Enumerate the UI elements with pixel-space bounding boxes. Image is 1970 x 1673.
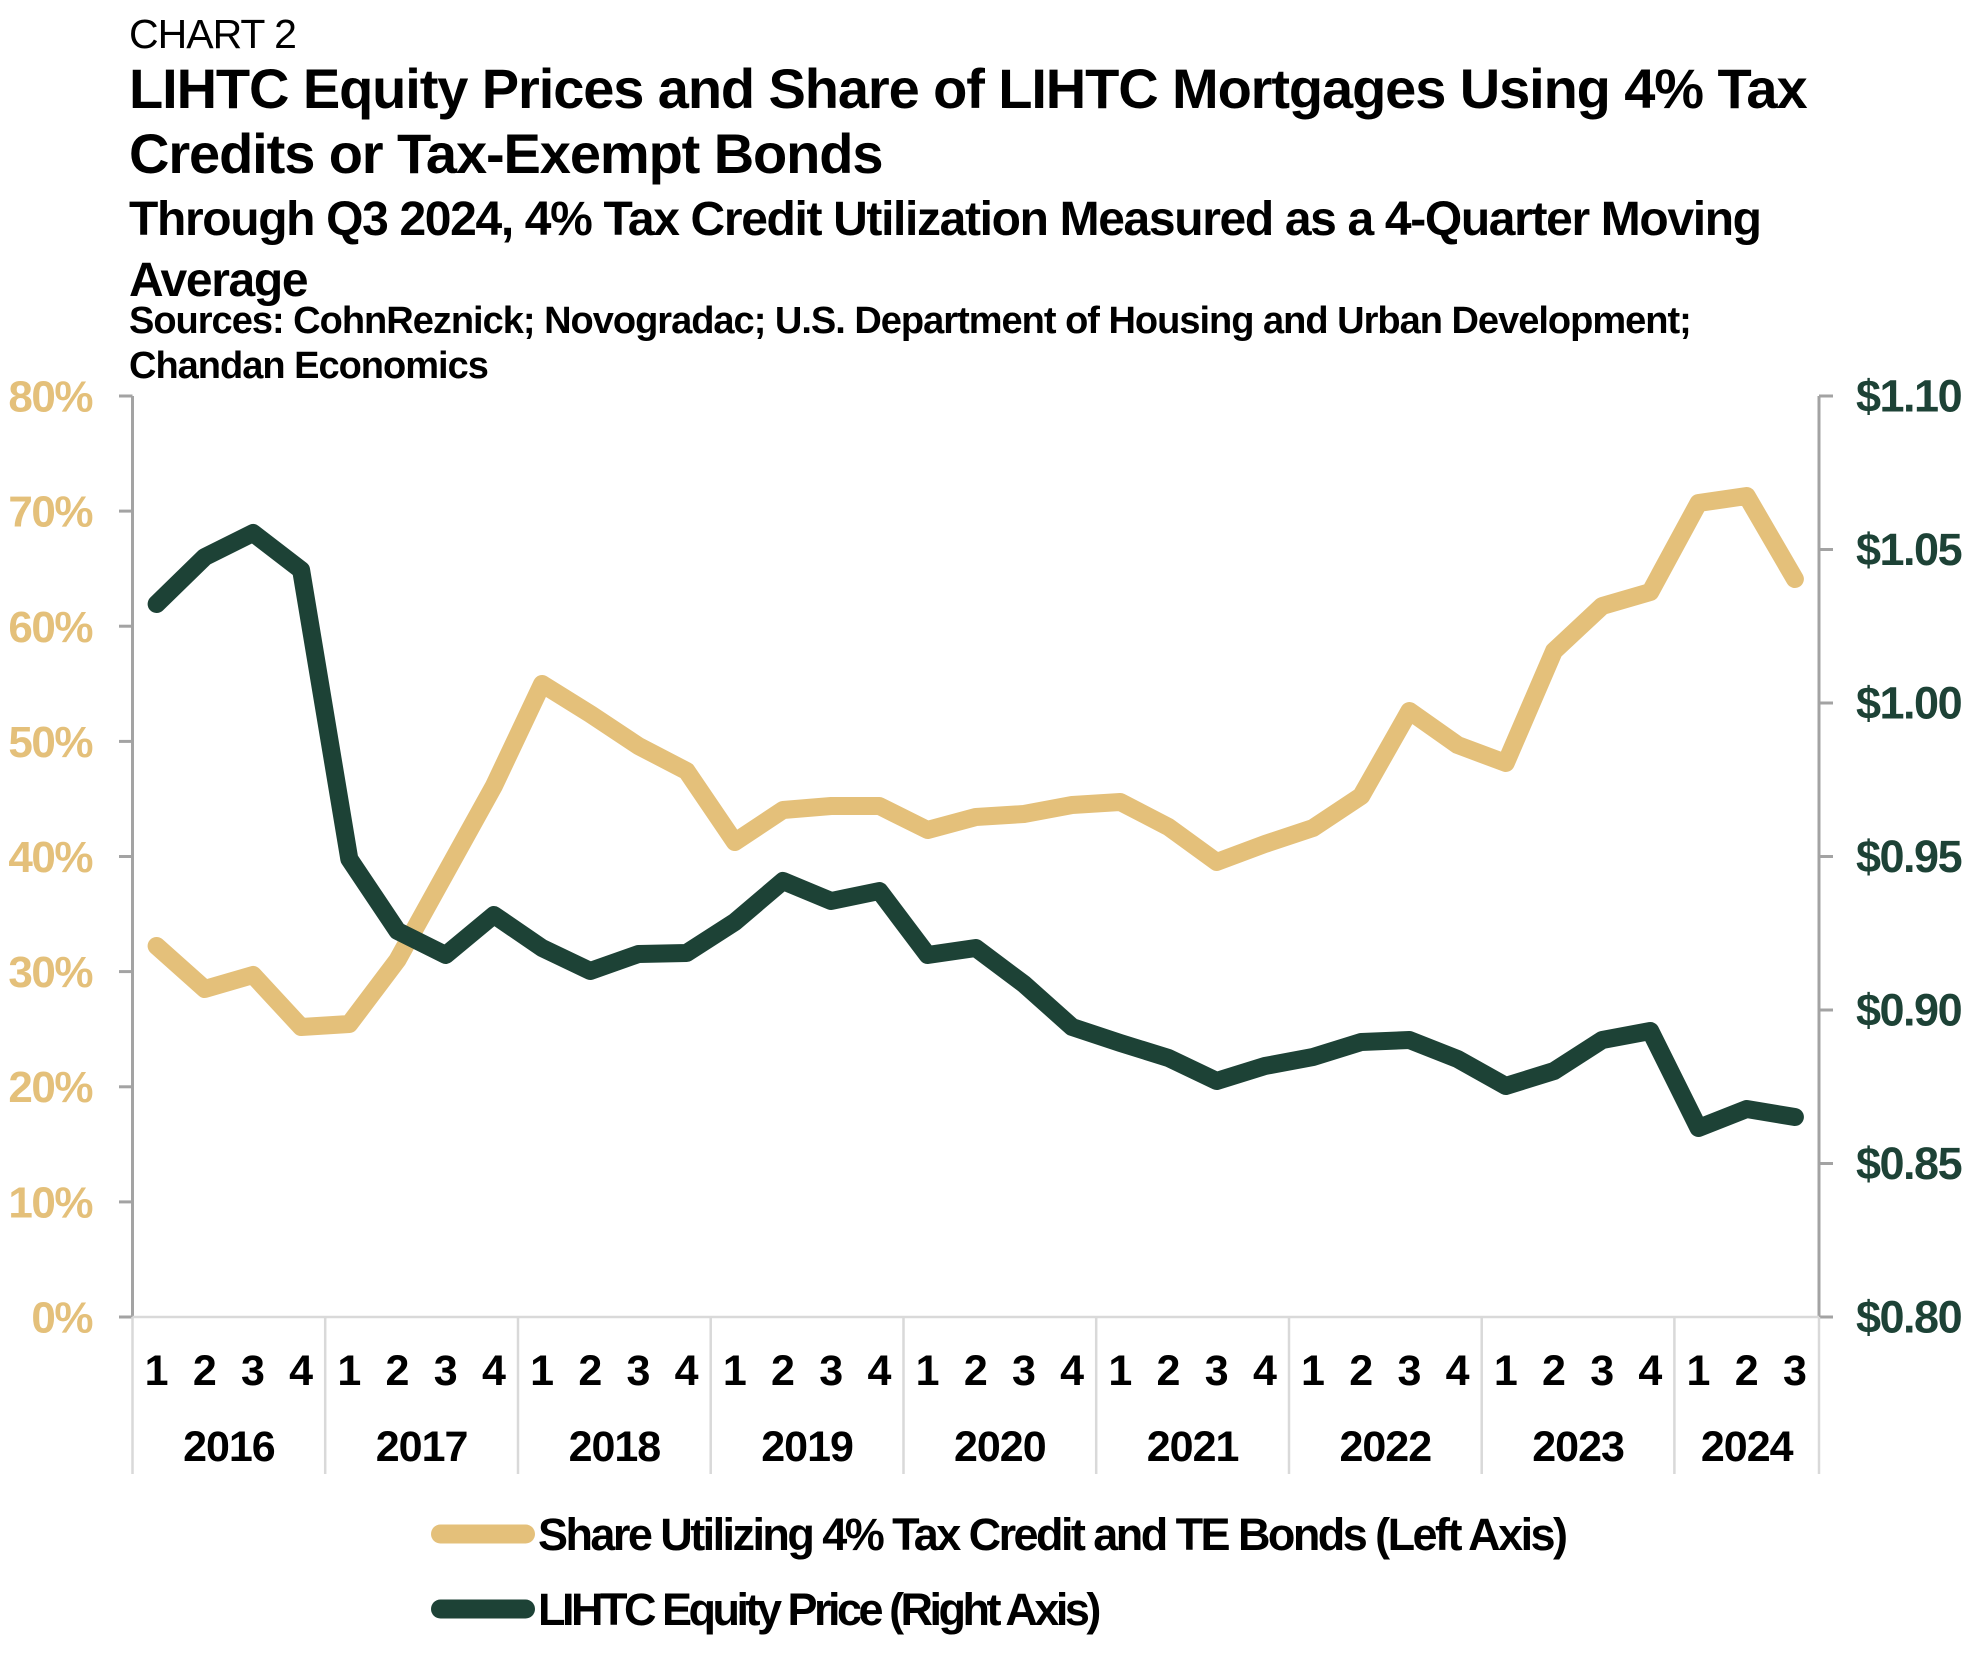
svg-text:4: 4	[289, 1347, 313, 1395]
svg-text:1: 1	[530, 1347, 554, 1395]
svg-text:3: 3	[1205, 1347, 1229, 1395]
svg-text:3: 3	[1783, 1347, 1807, 1395]
svg-text:LIHTC Equity Price (Right Axis: LIHTC Equity Price (Right Axis)	[538, 1584, 1099, 1635]
svg-text:1: 1	[145, 1347, 169, 1395]
svg-text:2021: 2021	[1147, 1423, 1239, 1471]
svg-text:20%: 20%	[8, 1063, 92, 1112]
svg-text:2017: 2017	[376, 1423, 468, 1471]
svg-text:2: 2	[771, 1347, 795, 1395]
svg-text:3: 3	[1590, 1347, 1614, 1395]
svg-text:3: 3	[1012, 1347, 1036, 1395]
svg-text:50%: 50%	[8, 718, 92, 767]
svg-text:1: 1	[1301, 1347, 1325, 1395]
svg-text:$0.90: $0.90	[1856, 985, 1962, 1036]
svg-text:4: 4	[675, 1347, 699, 1395]
svg-text:2: 2	[578, 1347, 602, 1395]
svg-text:3: 3	[434, 1347, 458, 1395]
svg-text:70%: 70%	[8, 488, 92, 537]
svg-text:4: 4	[867, 1347, 891, 1395]
svg-text:$0.95: $0.95	[1856, 831, 1962, 882]
svg-text:$0.85: $0.85	[1856, 1138, 1962, 1189]
svg-text:3: 3	[241, 1347, 265, 1395]
svg-text:60%: 60%	[8, 603, 92, 652]
svg-text:Average: Average	[129, 254, 308, 307]
svg-text:2: 2	[386, 1347, 410, 1395]
svg-text:2018: 2018	[569, 1423, 661, 1471]
svg-text:$1.00: $1.00	[1856, 678, 1962, 729]
svg-text:40%: 40%	[8, 833, 92, 882]
svg-text:LIHTC Equity Prices and Share: LIHTC Equity Prices and Share of LIHTC M…	[129, 57, 1807, 120]
svg-text:$1.10: $1.10	[1856, 371, 1962, 422]
svg-text:1: 1	[1494, 1347, 1518, 1395]
svg-text:Sources: CohnReznick; Novograd: Sources: CohnReznick; Novogradac; U.S. D…	[129, 300, 1691, 342]
svg-text:2016: 2016	[183, 1423, 275, 1471]
svg-text:1: 1	[1687, 1347, 1711, 1395]
svg-text:1: 1	[723, 1347, 747, 1395]
svg-text:2019: 2019	[761, 1423, 853, 1471]
svg-text:2024: 2024	[1701, 1423, 1794, 1471]
svg-text:2023: 2023	[1532, 1423, 1624, 1471]
svg-text:4: 4	[1638, 1347, 1662, 1395]
svg-text:10%: 10%	[8, 1178, 92, 1227]
svg-text:3: 3	[819, 1347, 843, 1395]
svg-text:2: 2	[1349, 1347, 1373, 1395]
svg-text:Share Utilizing 4% Tax Credit: Share Utilizing 4% Tax Credit and TE Bon…	[538, 1509, 1566, 1560]
svg-text:CHART 2: CHART 2	[129, 11, 296, 57]
svg-text:30%: 30%	[8, 948, 92, 997]
svg-text:2: 2	[964, 1347, 988, 1395]
svg-text:1: 1	[916, 1347, 940, 1395]
svg-text:Through Q3 2024, 4% Tax Credit: Through Q3 2024, 4% Tax Credit Utilizati…	[129, 193, 1761, 246]
svg-text:2: 2	[1157, 1347, 1181, 1395]
svg-text:4: 4	[482, 1347, 506, 1395]
svg-text:3: 3	[1397, 1347, 1421, 1395]
svg-text:0%: 0%	[31, 1294, 92, 1343]
svg-text:4: 4	[1060, 1347, 1084, 1395]
svg-text:2020: 2020	[954, 1423, 1046, 1471]
svg-text:$1.05: $1.05	[1856, 524, 1962, 575]
svg-text:2022: 2022	[1339, 1423, 1431, 1471]
svg-text:Credits or Tax-Exempt Bonds: Credits or Tax-Exempt Bonds	[129, 122, 882, 185]
svg-text:2: 2	[1735, 1347, 1759, 1395]
svg-text:80%: 80%	[8, 373, 92, 422]
svg-text:2: 2	[193, 1347, 217, 1395]
svg-text:4: 4	[1253, 1347, 1277, 1395]
svg-text:1: 1	[337, 1347, 361, 1395]
svg-text:1: 1	[1108, 1347, 1132, 1395]
svg-text:$0.80: $0.80	[1856, 1292, 1962, 1343]
svg-text:4: 4	[1446, 1347, 1470, 1395]
svg-text:3: 3	[627, 1347, 651, 1395]
svg-text:2: 2	[1542, 1347, 1566, 1395]
svg-text:Chandan Economics: Chandan Economics	[129, 345, 488, 387]
